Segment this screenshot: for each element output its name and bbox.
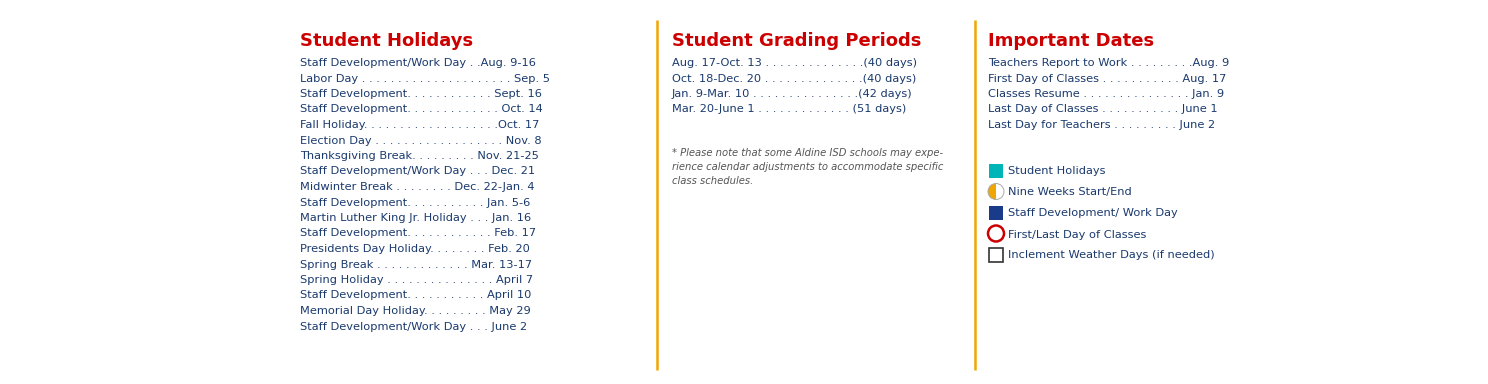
Text: Staff Development/ Work Day: Staff Development/ Work Day (1007, 209, 1177, 218)
Bar (990, 205, 1003, 220)
Text: First/Last Day of Classes: First/Last Day of Classes (1007, 230, 1146, 240)
Text: Martin Luther King Jr. Holiday . . . Jan. 16: Martin Luther King Jr. Holiday . . . Jan… (301, 213, 531, 223)
Text: Teachers Report to Work . . . . . . . . .Aug. 9: Teachers Report to Work . . . . . . . . … (988, 58, 1229, 68)
Text: Spring Break . . . . . . . . . . . . . Mar. 13-17: Spring Break . . . . . . . . . . . . . M… (301, 260, 533, 270)
Text: Staff Development. . . . . . . . . . . . Sept. 16: Staff Development. . . . . . . . . . . .… (301, 89, 542, 99)
Text: Student Holidays: Student Holidays (1007, 167, 1106, 177)
Text: Memorial Day Holiday. . . . . . . . . May 29: Memorial Day Holiday. . . . . . . . . Ma… (301, 306, 531, 316)
Text: Staff Development. . . . . . . . . . . April 10: Staff Development. . . . . . . . . . . A… (301, 291, 531, 301)
Text: Nine Weeks Start/End: Nine Weeks Start/End (1007, 187, 1132, 197)
Text: Staff Development/Work Day . .Aug. 9-16: Staff Development/Work Day . .Aug. 9-16 (301, 58, 536, 68)
Bar (990, 164, 1003, 177)
Bar (990, 248, 1003, 262)
Text: Staff Development. . . . . . . . . . . . Feb. 17: Staff Development. . . . . . . . . . . .… (301, 228, 536, 238)
Text: Labor Day . . . . . . . . . . . . . . . . . . . . . Sep. 5: Labor Day . . . . . . . . . . . . . . . … (301, 73, 551, 83)
Text: Student Holidays: Student Holidays (301, 32, 473, 50)
Text: Staff Development/Work Day . . . June 2: Staff Development/Work Day . . . June 2 (301, 321, 527, 331)
Text: Thanksgiving Break. . . . . . . . . Nov. 21-25: Thanksgiving Break. . . . . . . . . Nov.… (301, 151, 539, 161)
Text: * Please note that some Aldine ISD schools may expe-
rience calendar adjustments: * Please note that some Aldine ISD schoo… (673, 148, 943, 186)
Wedge shape (988, 184, 995, 200)
Text: Important Dates: Important Dates (988, 32, 1155, 50)
Text: Fall Holiday. . . . . . . . . . . . . . . . . . .Oct. 17: Fall Holiday. . . . . . . . . . . . . . … (301, 120, 539, 130)
Text: Oct. 18-Dec. 20 . . . . . . . . . . . . . .(40 days): Oct. 18-Dec. 20 . . . . . . . . . . . . … (673, 73, 917, 83)
Text: Staff Development/Work Day . . . Dec. 21: Staff Development/Work Day . . . Dec. 21 (301, 167, 536, 177)
Text: Election Day . . . . . . . . . . . . . . . . . . Nov. 8: Election Day . . . . . . . . . . . . . .… (301, 136, 542, 146)
Text: Midwinter Break . . . . . . . . Dec. 22-Jan. 4: Midwinter Break . . . . . . . . Dec. 22-… (301, 182, 534, 192)
Text: Staff Development. . . . . . . . . . . Jan. 5-6: Staff Development. . . . . . . . . . . J… (301, 197, 530, 207)
Text: Staff Development. . . . . . . . . . . . . Oct. 14: Staff Development. . . . . . . . . . . .… (301, 104, 543, 114)
Text: Aug. 17-Oct. 13 . . . . . . . . . . . . . .(40 days): Aug. 17-Oct. 13 . . . . . . . . . . . . … (673, 58, 917, 68)
Text: Last Day of Classes . . . . . . . . . . . June 1: Last Day of Classes . . . . . . . . . . … (988, 104, 1217, 114)
Text: Last Day for Teachers . . . . . . . . . June 2: Last Day for Teachers . . . . . . . . . … (988, 120, 1216, 130)
Wedge shape (995, 184, 1004, 200)
Text: Student Grading Periods: Student Grading Periods (673, 32, 921, 50)
Text: Jan. 9-Mar. 10 . . . . . . . . . . . . . . .(42 days): Jan. 9-Mar. 10 . . . . . . . . . . . . .… (673, 89, 912, 99)
Text: Mar. 20-June 1 . . . . . . . . . . . . . (51 days): Mar. 20-June 1 . . . . . . . . . . . . .… (673, 104, 906, 114)
Text: Spring Holiday . . . . . . . . . . . . . . . April 7: Spring Holiday . . . . . . . . . . . . .… (301, 275, 533, 285)
Text: First Day of Classes . . . . . . . . . . . Aug. 17: First Day of Classes . . . . . . . . . .… (988, 73, 1226, 83)
Text: Inclement Weather Days (if needed): Inclement Weather Days (if needed) (1007, 250, 1214, 260)
Text: Classes Resume . . . . . . . . . . . . . . . Jan. 9: Classes Resume . . . . . . . . . . . . .… (988, 89, 1225, 99)
Text: Presidents Day Holiday. . . . . . . . Feb. 20: Presidents Day Holiday. . . . . . . . Fe… (301, 244, 530, 254)
